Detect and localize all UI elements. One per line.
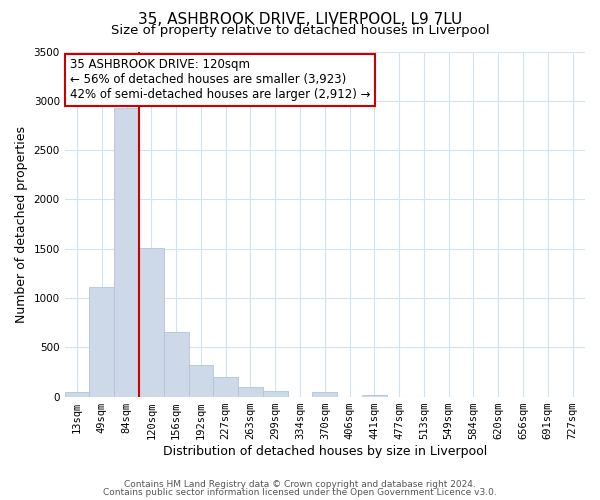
Bar bbox=[214, 378, 238, 396]
Bar bbox=[263, 391, 287, 396]
Text: 35 ASHBROOK DRIVE: 120sqm
← 56% of detached houses are smaller (3,923)
42% of se: 35 ASHBROOK DRIVE: 120sqm ← 56% of detac… bbox=[70, 58, 370, 102]
Bar bbox=[164, 332, 188, 396]
Text: Size of property relative to detached houses in Liverpool: Size of property relative to detached ho… bbox=[110, 24, 490, 37]
Text: 35, ASHBROOK DRIVE, LIVERPOOL, L9 7LU: 35, ASHBROOK DRIVE, LIVERPOOL, L9 7LU bbox=[138, 12, 462, 28]
Text: Contains public sector information licensed under the Open Government Licence v3: Contains public sector information licen… bbox=[103, 488, 497, 497]
Bar bbox=[65, 392, 89, 396]
Text: Contains HM Land Registry data © Crown copyright and database right 2024.: Contains HM Land Registry data © Crown c… bbox=[124, 480, 476, 489]
Y-axis label: Number of detached properties: Number of detached properties bbox=[15, 126, 28, 322]
Bar bbox=[114, 108, 139, 397]
Bar bbox=[89, 287, 114, 397]
Bar bbox=[313, 392, 337, 396]
Bar bbox=[188, 364, 214, 396]
Bar bbox=[362, 394, 387, 396]
X-axis label: Distribution of detached houses by size in Liverpool: Distribution of detached houses by size … bbox=[163, 444, 487, 458]
Bar bbox=[139, 248, 164, 396]
Bar bbox=[238, 387, 263, 396]
